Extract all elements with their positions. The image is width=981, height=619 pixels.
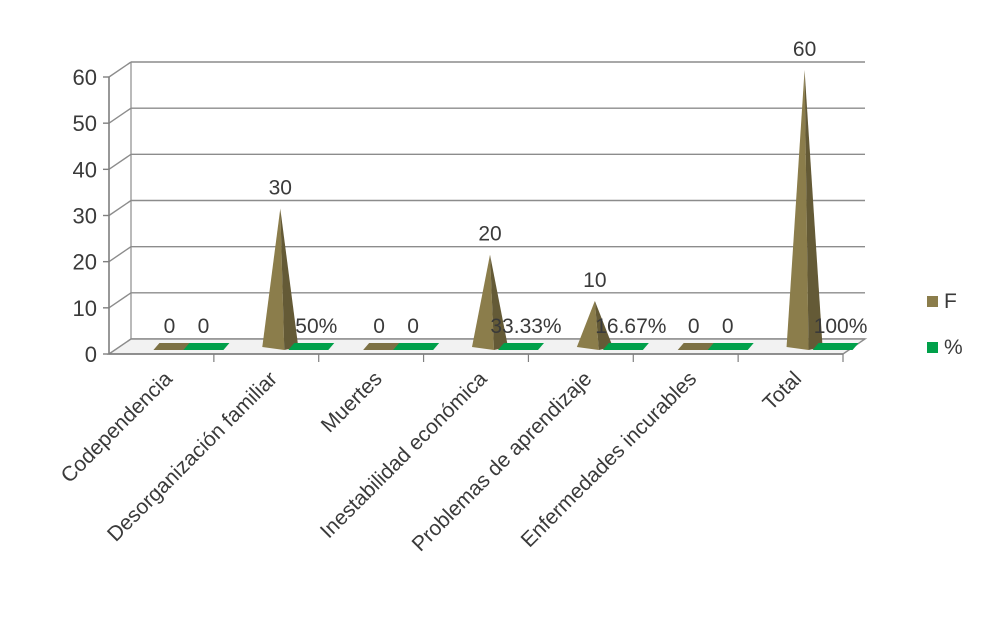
bar-f-shadow [804,70,823,350]
data-label-pct: 0 [722,315,734,338]
bar-pct-flat [602,343,649,350]
data-label-pct: 0 [407,315,419,338]
legend: F% [927,290,963,359]
bar-f-shadow [594,300,613,350]
y-tick-label: 20 [73,250,97,275]
y-tick-label: 10 [73,296,97,321]
bar-f-light [262,208,285,350]
category-label: Total [758,367,806,415]
legend-swatch [927,296,938,307]
gridline-side [108,199,132,217]
bar-pct-flat [288,343,335,350]
legend-swatch [927,342,938,353]
data-label-pct: 16.67% [595,315,666,338]
category-label: Codependencia [57,367,178,488]
y-tick-label: 30 [73,204,97,229]
bar-f-light [472,254,494,350]
legend-label: % [944,336,963,359]
bar-pct-flat [183,343,230,350]
category-label: Inestabilidad económica [316,367,492,543]
data-label-f: 0 [164,315,176,338]
data-label-pct: 0 [198,315,210,338]
category-label: Desorganización familiar [103,367,282,546]
gridline-side [108,61,132,78]
gridline-side [108,107,132,124]
data-label-f: 0 [688,315,700,338]
bar-f-light [576,300,599,350]
data-label-pct: 50% [295,315,337,338]
axis-layer: 0 10 20 30 40 50 60 CodependenciaDesorganizació… [57,65,844,556]
data-label-f: 30 [269,177,292,200]
grid-layer [108,61,865,355]
bar-f-shadow [280,208,299,350]
y-tick-label: 60 [73,65,97,90]
y-tick-label: 40 [73,157,97,182]
bar-f-light [786,70,809,350]
data-label-f: 10 [583,269,606,292]
bar-pct-flat [812,343,859,350]
category-label: Problemas de aprendizaje [408,367,597,556]
y-tick-label: 50 [73,111,97,136]
legend-label: F [944,290,957,313]
bar-pct-flat [498,343,544,350]
marks-layer [153,70,859,350]
data-label-f: 0 [373,315,385,338]
data-label-f: 60 [793,38,816,61]
bar-pct-flat [707,343,754,350]
bar-f-shadow [490,254,508,350]
gridline-side [108,246,132,263]
category-label: Muertes [317,367,387,437]
data-label-pct: 33.33% [490,315,561,338]
bar-pct-flat [393,343,440,350]
data-label-pct: 100% [814,315,868,338]
gridline-side [108,292,132,309]
gridline-side [108,153,132,170]
category-label: Enfermedades incurables [517,367,702,552]
data-label-f: 20 [478,223,501,246]
y-tick-label: 0 [85,342,97,367]
